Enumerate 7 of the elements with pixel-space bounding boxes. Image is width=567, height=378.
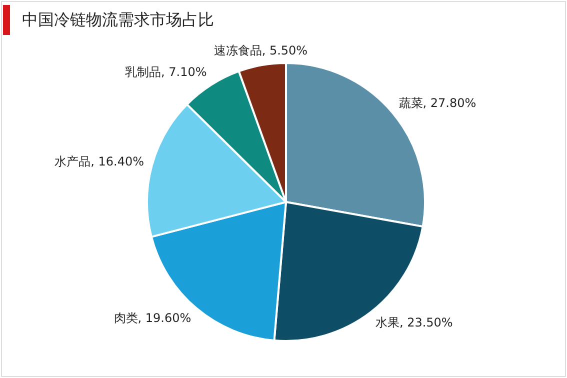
slice-label: 肉类, 19.60% bbox=[114, 311, 192, 326]
slice-label: 水产品, 16.40% bbox=[54, 154, 144, 168]
chart-title: 中国冷链物流需求市场占比 bbox=[22, 10, 214, 31]
slice-label: 乳制品, 7.10% bbox=[125, 65, 207, 80]
slice-label: 蔬菜, 27.80% bbox=[398, 96, 476, 110]
slice-label: 速冻食品, 5.50% bbox=[214, 43, 308, 58]
slice-label: 水果, 23.50% bbox=[375, 316, 453, 330]
